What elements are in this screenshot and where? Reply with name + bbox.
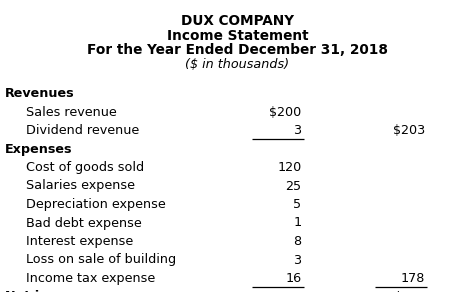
Text: DUX COMPANY: DUX COMPANY <box>181 14 294 28</box>
Text: Expenses: Expenses <box>5 142 72 156</box>
Text: $200: $200 <box>269 105 302 119</box>
Text: For the Year Ended December 31, 2018: For the Year Ended December 31, 2018 <box>87 43 388 57</box>
Text: 8: 8 <box>294 235 302 248</box>
Text: Depreciation expense: Depreciation expense <box>26 198 166 211</box>
Text: Dividend revenue: Dividend revenue <box>26 124 139 137</box>
Text: Net income: Net income <box>5 291 86 292</box>
Text: Cost of goods sold: Cost of goods sold <box>26 161 144 174</box>
Text: 3: 3 <box>294 124 302 137</box>
Text: 120: 120 <box>277 161 302 174</box>
Text: ($ in thousands): ($ in thousands) <box>185 58 290 70</box>
Text: Revenues: Revenues <box>5 87 75 100</box>
Text: Income Statement: Income Statement <box>167 29 308 43</box>
Text: Salaries expense: Salaries expense <box>26 180 135 192</box>
Text: Bad debt expense: Bad debt expense <box>26 216 142 230</box>
Text: 25: 25 <box>285 180 302 192</box>
Text: Loss on sale of building: Loss on sale of building <box>26 253 176 267</box>
Text: 3: 3 <box>294 253 302 267</box>
Text: $203: $203 <box>393 124 425 137</box>
Text: 1: 1 <box>294 216 302 230</box>
Text: Sales revenue: Sales revenue <box>26 105 117 119</box>
Text: 5: 5 <box>294 198 302 211</box>
Text: Interest expense: Interest expense <box>26 235 133 248</box>
Text: $ 25: $ 25 <box>394 291 425 292</box>
Text: Income tax expense: Income tax expense <box>26 272 155 285</box>
Text: 178: 178 <box>401 272 425 285</box>
Text: 16: 16 <box>285 272 302 285</box>
